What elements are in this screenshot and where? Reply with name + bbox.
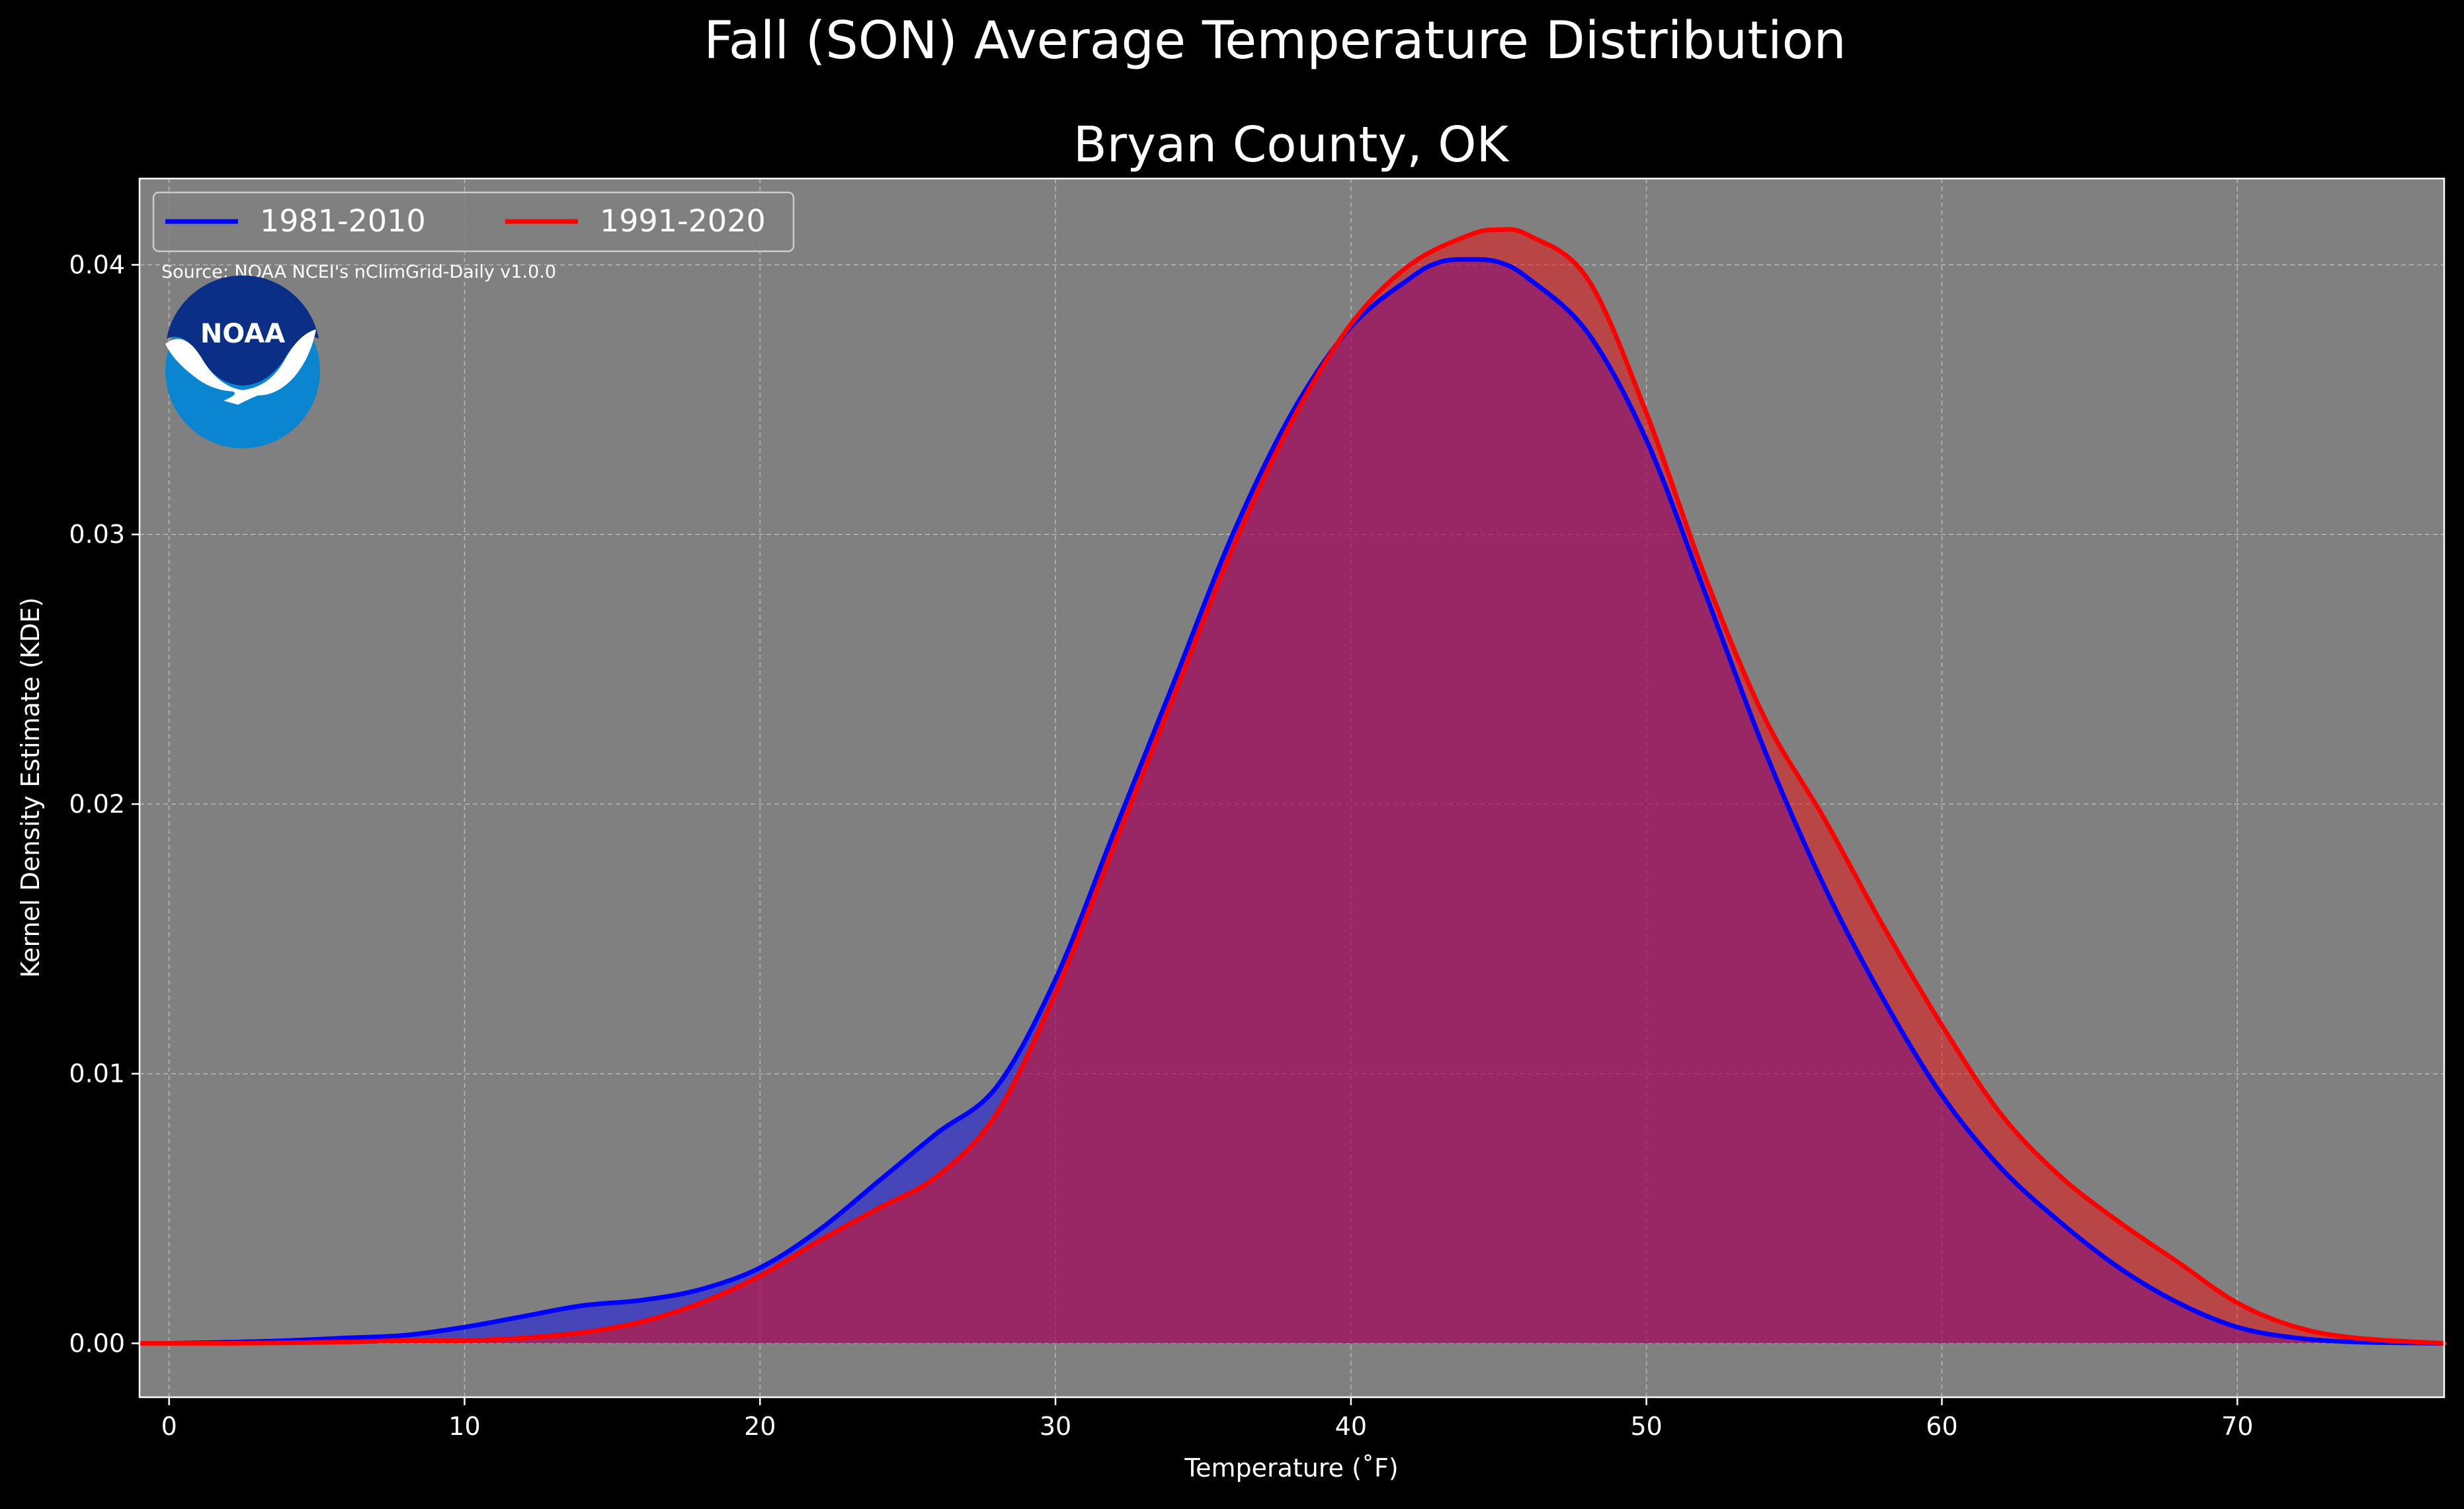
x-tick-label: 50 [1630,1412,1662,1441]
legend-label-1991-2020: 1991-2020 [600,203,766,239]
y-tick-label: 0.02 [69,790,125,819]
logo-bird-wing [165,329,316,405]
y-tick-label: 0.00 [69,1328,125,1358]
plot-frame [138,177,2445,1399]
grid [140,179,2444,1397]
y-axis-label: Kernel Density Estimate (KDE) [16,597,45,978]
y-tick-label: 0.04 [69,250,125,279]
y-tick-label: 0.03 [69,520,125,549]
y-tick-label: 0.01 [69,1059,125,1088]
logo-wordmark: NOAA [200,319,285,349]
plot-area [140,179,2444,1397]
series-line-1991-2020 [137,227,2447,1346]
logo-top-disc [167,275,319,386]
x-axis: 0 10 20 30 40 50 60 70 [161,1397,2253,1441]
series-group [137,227,2447,1346]
legend-label-1981-2010: 1981-2010 [260,203,426,239]
legend: 1981-2010 1991-2020 [152,191,795,253]
x-tick-label: 30 [1040,1412,1071,1441]
x-tick-label: 0 [161,1412,177,1441]
x-tick-label: 10 [448,1412,480,1441]
chart-title: Bryan County, OK [1073,116,1510,173]
x-tick-label: 20 [744,1412,776,1441]
x-tick-label: 40 [1335,1412,1367,1441]
series-fill-1981-2010 [140,259,2444,1344]
noaa-logo-icon: NOAA [165,275,320,448]
figure-suptitle: Fall (SON) Average Temperature Distribut… [704,11,1846,71]
x-tick-label: 60 [1926,1412,1957,1441]
x-tick-label: 70 [2221,1412,2253,1441]
x-axis-label: Temperature (˚F) [1184,1453,1398,1483]
series-fill-1991-2020 [140,229,2444,1344]
legend-box [152,191,795,253]
y-axis: 0.00 0.01 0.02 0.03 0.04 [69,250,140,1358]
